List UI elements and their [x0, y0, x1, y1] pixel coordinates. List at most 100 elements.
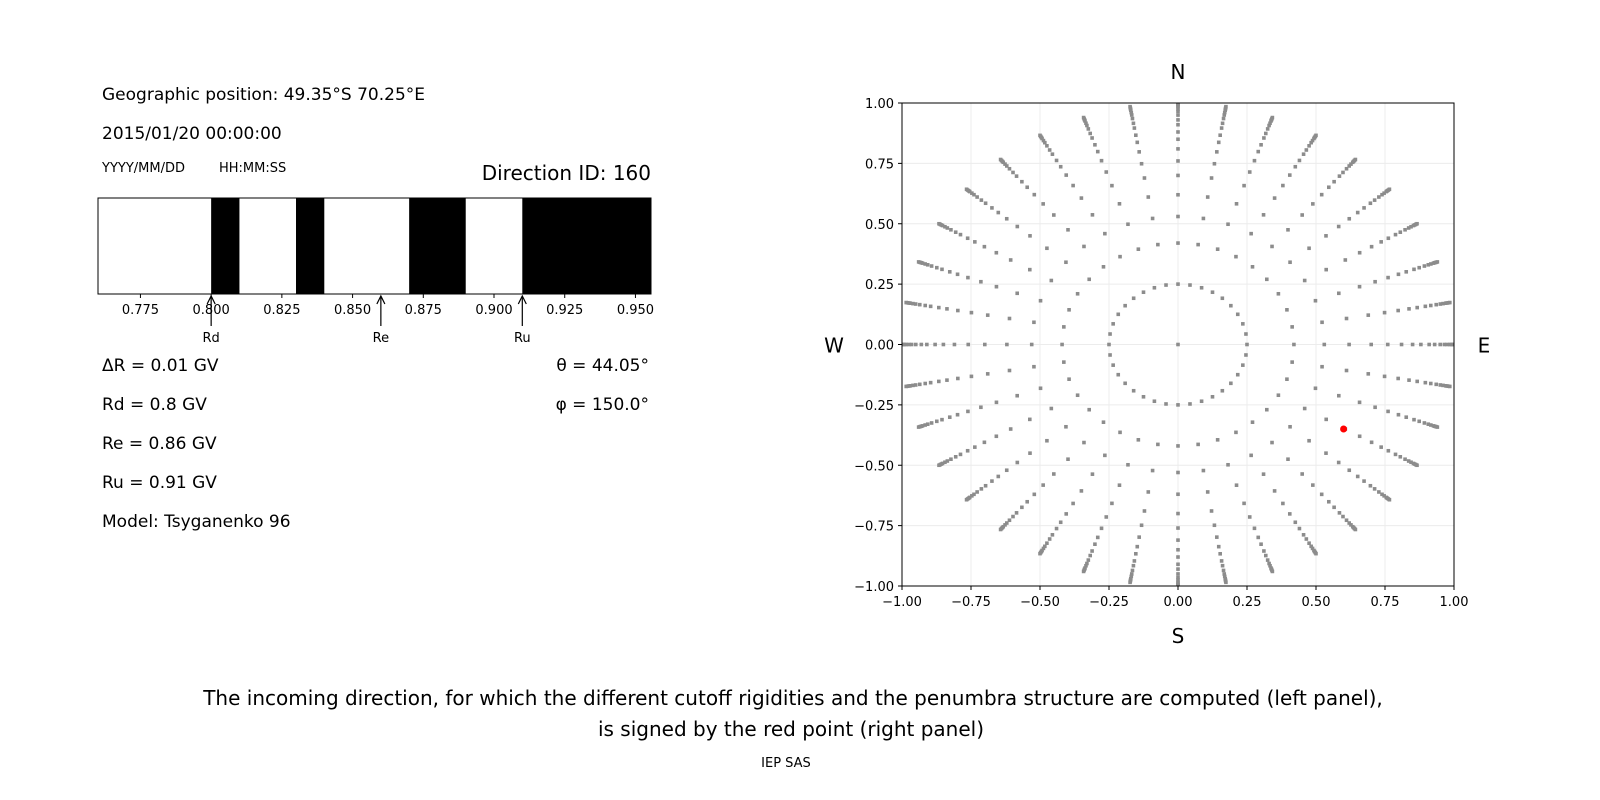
grid-point: [1281, 183, 1285, 188]
grid-point: [1139, 523, 1144, 528]
grid-point: [1164, 283, 1168, 287]
grid-point: [937, 379, 941, 384]
grid-point: [1362, 206, 1366, 210]
grid-point: [1311, 202, 1315, 206]
grid-point: [1131, 296, 1136, 301]
grid-point: [1220, 121, 1225, 126]
grid-point: [1131, 121, 1136, 126]
grid-point: [1128, 580, 1132, 585]
compass-north: N: [1171, 60, 1186, 84]
grid-point: [1344, 518, 1349, 523]
grid-point: [1082, 244, 1086, 249]
grid-point: [1387, 187, 1392, 192]
grid-point: [1041, 138, 1046, 143]
grid-point: [1445, 342, 1449, 347]
grid-point: [1377, 195, 1381, 199]
grid-point: [969, 310, 974, 315]
grid-point: [964, 187, 969, 192]
x-tick-label: 0.900: [475, 303, 512, 318]
grid-point: [937, 221, 941, 226]
grid-point: [1386, 275, 1390, 280]
grid-point: [1412, 417, 1416, 422]
grid-point: [1366, 372, 1371, 376]
grid-point: [1111, 363, 1115, 367]
grid-point: [1286, 457, 1290, 461]
grid-point: [1079, 196, 1084, 200]
annotation-label-rd: Rd: [202, 331, 219, 346]
theta-value: θ = 44.05°: [556, 356, 649, 376]
grid-point: [1442, 342, 1447, 347]
grid-point: [1093, 542, 1097, 547]
grid-point: [1062, 325, 1066, 329]
grid-point: [917, 302, 922, 307]
grid-point: [1090, 136, 1094, 140]
grid-point: [1123, 303, 1127, 308]
grid-point: [1264, 407, 1269, 412]
grid-point: [1128, 104, 1132, 109]
grid-point: [1415, 379, 1419, 384]
grid-point: [943, 460, 947, 465]
grid-point: [1407, 307, 1411, 311]
caption-line-2: is signed by the red point (right panel): [597, 717, 985, 741]
x-tick-label: 0.00: [1164, 595, 1193, 610]
penumbra-chart: 0.775 0.800 0.825 0.850 0.875 0.900 0.925 0.950…: [97, 197, 654, 346]
grid-point: [1215, 247, 1220, 251]
grid-point: [1050, 533, 1055, 537]
grid-point: [1064, 424, 1068, 429]
grid-point: [1249, 231, 1253, 236]
grid-point: [1265, 558, 1270, 562]
grid-point: [947, 415, 952, 419]
grid-point: [994, 250, 999, 255]
grid-point: [1380, 492, 1384, 497]
grid-point: [985, 313, 990, 317]
grid-point: [945, 307, 949, 311]
grid-point: [1067, 377, 1071, 381]
grid-point: [1336, 460, 1341, 465]
grid-point: [1264, 277, 1269, 282]
grid-point: [1176, 109, 1180, 114]
x-tick-label: −1.00: [882, 595, 922, 610]
grid-point: [1095, 149, 1100, 154]
grid-point: [972, 192, 976, 197]
grid-point: [1004, 164, 1009, 168]
grid-point: [1176, 130, 1180, 134]
x-tick-label: 0.925: [546, 303, 583, 318]
grid-point: [949, 457, 953, 462]
grid-point: [1117, 201, 1122, 206]
grid-point: [933, 342, 937, 347]
grid-point: [1404, 270, 1409, 274]
grid-point: [914, 342, 918, 347]
grid-point: [1220, 563, 1225, 568]
grid-point: [1372, 487, 1377, 491]
grid-point: [1041, 546, 1046, 551]
grid-point: [1249, 453, 1253, 458]
grid-point: [958, 452, 963, 457]
grid-point: [1326, 499, 1331, 504]
grid-point: [1093, 142, 1097, 147]
grid-point: [917, 382, 922, 387]
grid-point: [1219, 126, 1224, 130]
grid-point: [975, 490, 979, 494]
grid-point: [1014, 174, 1019, 178]
grid-point: [1020, 179, 1024, 184]
grid-point: [1235, 312, 1240, 317]
grid-point: [973, 445, 977, 449]
grid-point: [1286, 228, 1290, 232]
grid-point: [1176, 147, 1180, 151]
grid-point: [1310, 138, 1315, 143]
grid-point: [1129, 572, 1134, 576]
grid-point: [1011, 514, 1015, 519]
grid-point: [1123, 381, 1127, 386]
grid-point: [1086, 558, 1091, 562]
grid-point: [1407, 378, 1411, 382]
grid-point: [1007, 368, 1012, 373]
grid-point: [1320, 364, 1324, 369]
grid-point: [1032, 492, 1037, 497]
grid-point: [998, 527, 1003, 532]
grid-point: [1142, 509, 1147, 513]
grid-point: [1382, 494, 1386, 498]
grid-point: [1081, 569, 1086, 574]
phi-value: φ = 150.0°: [555, 395, 649, 415]
grid-point: [1309, 140, 1313, 145]
grid-point: [1382, 310, 1387, 315]
